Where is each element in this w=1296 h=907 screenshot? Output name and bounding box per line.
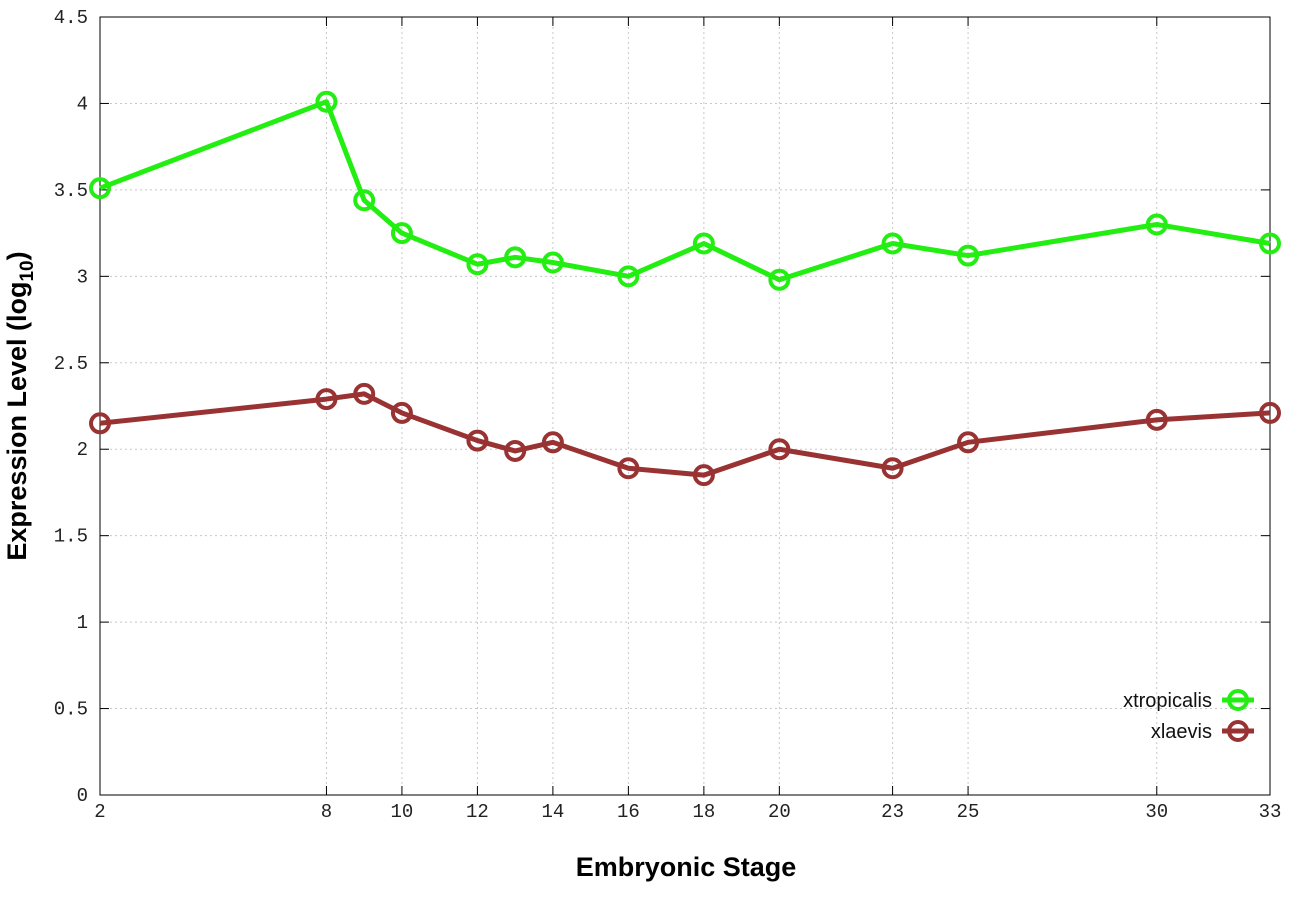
x-tick-label: 16 xyxy=(617,801,640,823)
x-tick-label: 23 xyxy=(881,801,904,823)
y-axis-title-subscript: 10 xyxy=(17,260,38,281)
y-tick-label: 1.5 xyxy=(54,526,88,548)
data-point xyxy=(504,246,527,269)
data-point xyxy=(89,177,111,200)
y-axis-title-text: Expression Level (log xyxy=(2,282,32,561)
data-point xyxy=(1145,213,1168,236)
data-point xyxy=(881,457,904,480)
legend-label: xtropicalis xyxy=(1123,690,1212,712)
x-tick-label: 30 xyxy=(1145,801,1168,823)
data-point xyxy=(315,388,338,411)
data-point xyxy=(617,265,640,288)
x-tick-label: 18 xyxy=(692,801,715,823)
data-point xyxy=(617,457,640,480)
x-tick-label: 2 xyxy=(94,801,105,823)
data-point xyxy=(768,438,791,461)
data-point xyxy=(466,253,489,276)
x-tick-label: 25 xyxy=(957,801,980,823)
data-point xyxy=(1259,232,1281,255)
data-point xyxy=(692,464,715,487)
series-line xyxy=(99,391,1271,478)
plot-frame xyxy=(99,16,1271,796)
data-point xyxy=(768,268,791,291)
data-point xyxy=(390,222,413,245)
x-tick-label: 12 xyxy=(466,801,489,823)
data-point xyxy=(957,431,980,454)
y-tick-label: 3.5 xyxy=(54,180,88,202)
data-point xyxy=(466,429,489,452)
data-point xyxy=(541,431,564,454)
y-axis-title: Expression Level (log10) xyxy=(2,251,38,560)
series-line xyxy=(99,99,1271,283)
x-tick-label: 8 xyxy=(321,801,332,823)
y-axis-title-suffix: ) xyxy=(2,251,32,260)
y-tick-label: 3 xyxy=(77,266,88,288)
data-point xyxy=(89,412,111,435)
y-tick-label: 0.5 xyxy=(54,699,88,721)
data-point xyxy=(353,382,376,405)
data-point xyxy=(1259,401,1281,424)
y-tick-label: 1 xyxy=(77,612,88,634)
data-point xyxy=(957,244,980,267)
data-point xyxy=(390,401,413,424)
data-point xyxy=(315,90,338,113)
data-point xyxy=(881,232,904,255)
data-point xyxy=(353,189,376,212)
data-point xyxy=(504,439,527,462)
legend-marker xyxy=(1227,720,1249,742)
data-point xyxy=(541,251,564,274)
data-point xyxy=(1145,408,1168,431)
x-tick-label: 20 xyxy=(768,801,791,823)
y-tick-label: 0 xyxy=(77,785,88,807)
legend-marker xyxy=(1227,689,1249,711)
x-tick-label: 10 xyxy=(391,801,414,823)
y-tick-label: 4 xyxy=(77,93,88,115)
y-tick-label: 2 xyxy=(77,439,88,461)
x-axis-title: Embryonic Stage xyxy=(576,852,797,882)
x-tick-label: 33 xyxy=(1259,801,1282,823)
y-tick-label: 2.5 xyxy=(54,353,88,375)
data-point xyxy=(692,232,715,255)
y-tick-label: 4.5 xyxy=(54,7,88,29)
legend-label: xlaevis xyxy=(1151,721,1212,743)
x-tick-label: 14 xyxy=(541,801,564,823)
